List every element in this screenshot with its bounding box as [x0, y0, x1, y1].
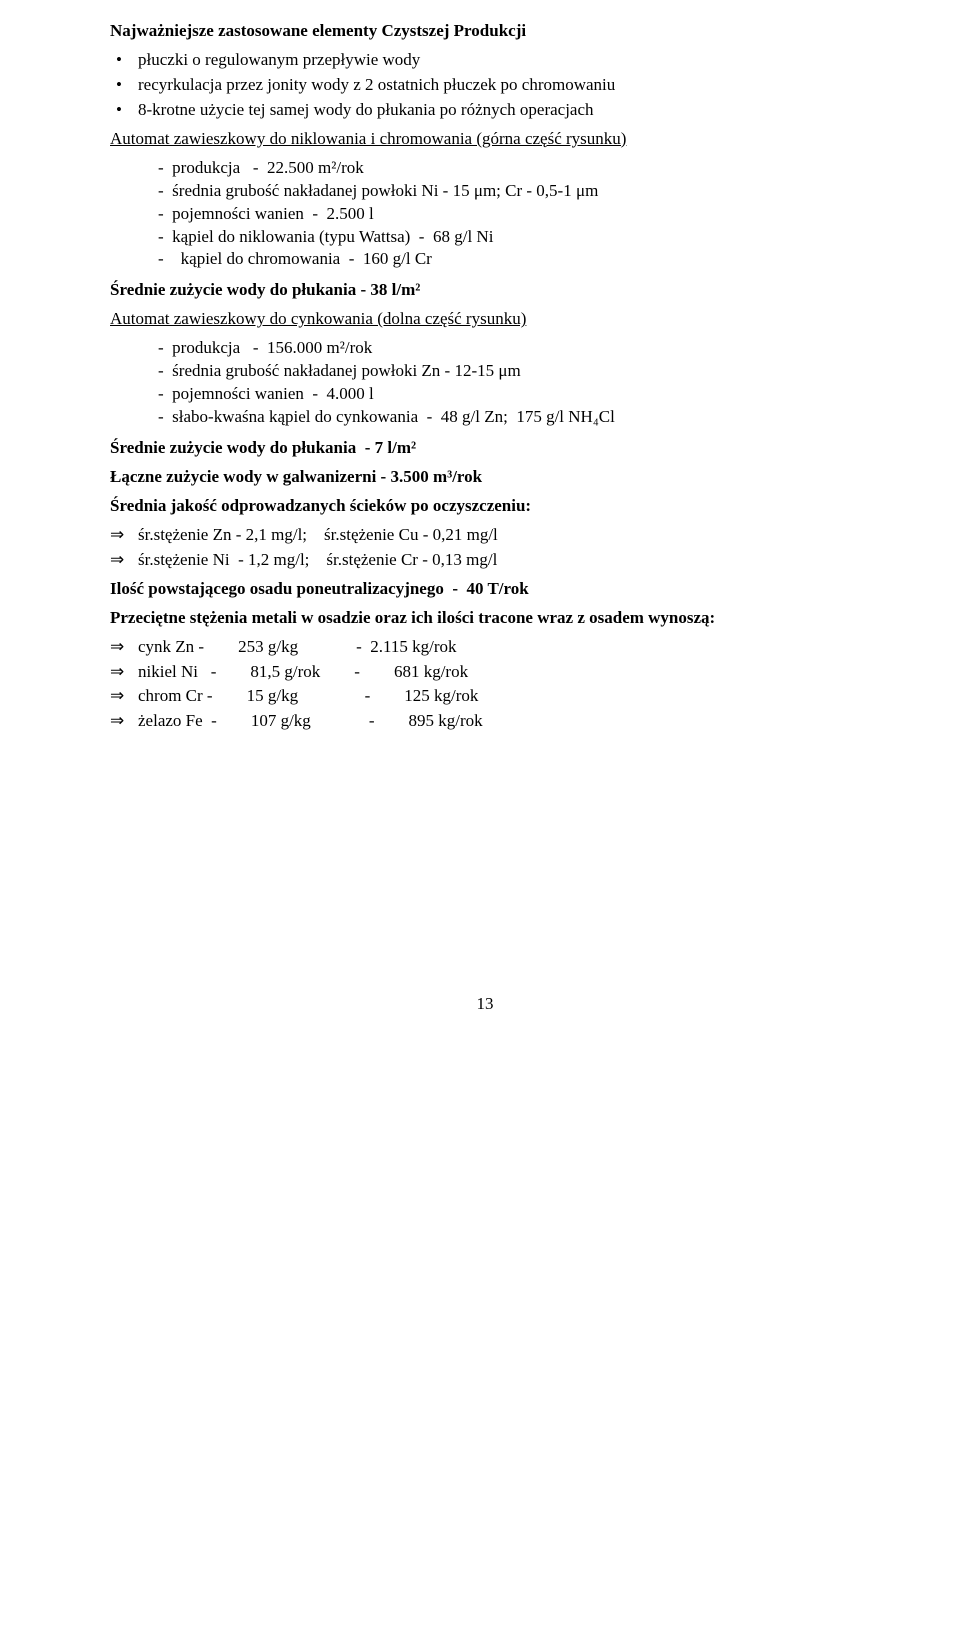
quality-heading: Średnia jakość odprowadzanych ścieków po… — [110, 495, 860, 518]
list-item: nikiel Ni -81,5 g/rok- 681 kg/rok — [110, 661, 860, 684]
metal-kgrok: 681 kg/rok — [394, 662, 468, 681]
metals-list: cynk Zn -253 g/kg- 2.115 kg/rok nikiel N… — [110, 636, 860, 734]
list-item: chrom Cr -15 g/kg - 125 kg/rok — [110, 685, 860, 708]
detail-line: - średnia grubość nakładanej powłoki Ni … — [158, 180, 860, 203]
detail-line: - kąpiel do niklowania (typu Wattsa) - 6… — [158, 226, 860, 249]
metal-kgrok: 895 kg/rok — [408, 711, 482, 730]
metal-gkg: 15 g/kg — [247, 686, 298, 705]
automat1-heading: Automat zawieszkowy do niklowania i chro… — [110, 128, 860, 151]
list-item: cynk Zn -253 g/kg- 2.115 kg/rok — [110, 636, 860, 659]
bullet-list: płuczki o regulowanym przepływie wody re… — [110, 49, 860, 122]
metal-name: cynk Zn - — [138, 637, 204, 656]
avg-use-1: Średnie zużycie wody do płukania - 38 l/… — [110, 279, 860, 302]
list-item: płuczki o regulowanym przepływie wody — [110, 49, 860, 72]
detail-line: - średnia grubość nakładanej powłoki Zn … — [158, 360, 860, 383]
automat2-heading: Automat zawieszkowy do cynkowania (dolna… — [110, 308, 860, 331]
metal-gkg: 253 g/kg — [238, 637, 298, 656]
metal-name: chrom Cr - — [138, 686, 213, 705]
document-page: Najważniejsze zastosowane elementy Czyst… — [0, 0, 960, 1632]
detail-line: - produkcja - 22.500 m²/rok — [158, 157, 860, 180]
detail-line: - pojemności wanien - 4.000 l — [158, 383, 860, 406]
metal-gkg: 107 g/kg — [251, 711, 311, 730]
metals-heading: Przeciętne stężenia metali w osadzie ora… — [110, 607, 860, 630]
page-number: 13 — [110, 993, 860, 1016]
sludge-line: Ilość powstającego osadu poneutralizacyj… — [110, 578, 860, 601]
avg-use-2: Średnie zużycie wody do płukania - 7 l/m… — [110, 437, 860, 460]
detail-line: - słabo-kwaśna kąpiel do cynkowania - 48… — [158, 406, 860, 429]
metal-kgrok: 125 kg/rok — [404, 686, 478, 705]
metal-name: nikiel Ni - — [138, 662, 216, 681]
automat1-details: - produkcja - 22.500 m²/rok - średnia gr… — [110, 157, 860, 272]
list-item: śr.stężenie Zn - 2,1 mg/l; śr.stężenie C… — [110, 524, 860, 547]
list-item: śr.stężenie Ni - 1,2 mg/l; śr.stężenie C… — [110, 549, 860, 572]
title: Najważniejsze zastosowane elementy Czyst… — [110, 20, 860, 43]
detail-line: - produkcja - 156.000 m²/rok — [158, 337, 860, 360]
list-item: 8-krotne użycie tej samej wody do płukan… — [110, 99, 860, 122]
list-item: żelazo Fe -107 g/kg- 895 kg/rok — [110, 710, 860, 733]
total-use: Łączne zużycie wody w galwanizerni - 3.5… — [110, 466, 860, 489]
metal-name: żelazo Fe - — [138, 711, 217, 730]
quality-list: śr.stężenie Zn - 2,1 mg/l; śr.stężenie C… — [110, 524, 860, 572]
list-item: recyrkulacja przez jonity wody z 2 ostat… — [110, 74, 860, 97]
automat2-details: - produkcja - 156.000 m²/rok - średnia g… — [110, 337, 860, 429]
detail-line: - kąpiel do chromowania - 160 g/l Cr — [158, 248, 860, 271]
detail-line: - pojemności wanien - 2.500 l — [158, 203, 860, 226]
metal-gkg: 81,5 g/rok — [250, 662, 320, 681]
metal-kgrok: 2.115 kg/rok — [370, 637, 456, 656]
